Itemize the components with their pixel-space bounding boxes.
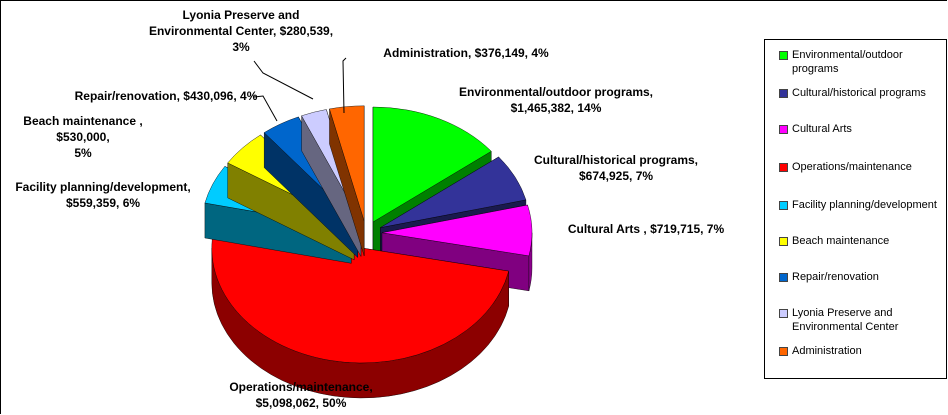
leader-line [342,57,347,114]
legend-swatch [779,273,788,282]
legend-label: Lyonia Preserve and Environmental Center [792,307,899,333]
data-label: Facility planning/development, $559,359,… [15,180,191,210]
data-label: Cultural/historical programs, $674,925, … [533,153,699,183]
slice-top [211,222,509,364]
data-label: Operations/maintenance, $5,098,062, 50% [229,380,373,410]
legend-swatch [779,125,788,134]
data-label: Lyonia Preserve and Environmental Center… [148,8,334,54]
legend-swatch [779,89,788,98]
legend-label: Administration [792,345,862,357]
slice-top [381,204,533,257]
legend-swatch [779,347,788,356]
legend-swatch [779,201,788,210]
legend-label: Environmental/outdoor programs [792,49,903,75]
leader-line [253,95,278,122]
slice-top [329,105,365,221]
legend-swatch [779,237,788,246]
legend-label: Beach maintenance [792,235,890,247]
legend-label: Repair/renovation [792,271,879,283]
pie-area [204,57,533,399]
legend-label: Cultural Arts [792,123,852,135]
slice-top [372,106,492,223]
legend-label: Facility planning/development [792,199,937,211]
legend: Environmental/outdoor programs Cultural/h… [764,39,947,379]
legend-swatch [779,51,788,60]
legend-swatch [779,163,788,172]
data-label: Beach maintenance , $530,000, 5% [23,114,143,160]
data-label: Repair/renovation, $430,096, 4% [74,89,258,103]
leader-line [253,60,314,100]
data-label: Environmental/outdoor programs, $1,465,3… [458,85,653,115]
legend-label: Operations/maintenance [792,161,912,173]
slice-top [380,156,527,228]
legend-label: Cultural/historical programs [792,87,926,99]
legend-swatch [779,309,788,318]
data-label: Cultural Arts , $719,715, 7% [567,222,725,236]
pie-slice [329,105,365,256]
data-label: Administration, $376,149, 4% [383,46,549,60]
